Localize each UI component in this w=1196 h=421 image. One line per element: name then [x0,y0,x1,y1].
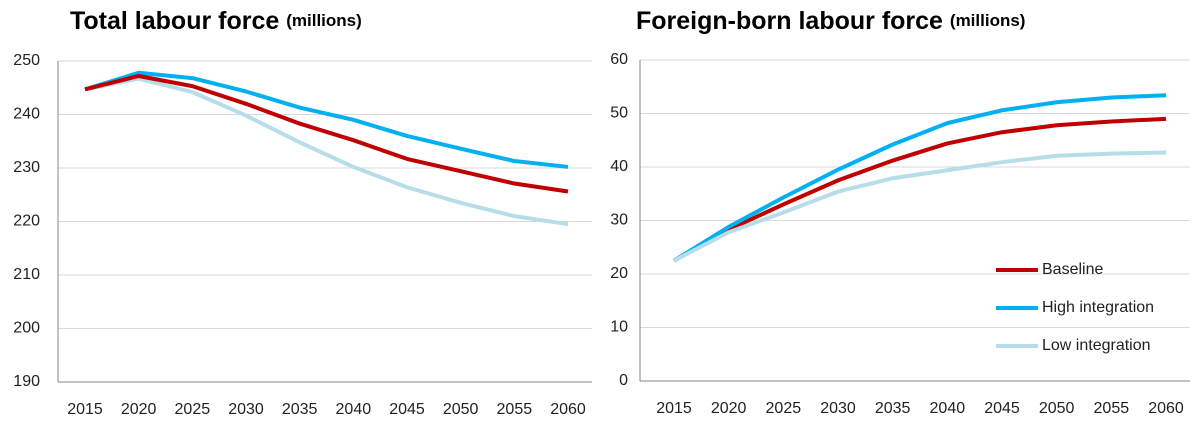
series-line [84,76,569,227]
y-tick-label: 60 [610,51,628,68]
x-tick-label: 2040 [336,401,372,418]
x-tick-label: 2025 [175,401,211,418]
x-tick-label: 2020 [711,400,747,417]
legend-label: Baseline [1042,261,1103,278]
title-main: Foreign-born labour force [636,7,943,35]
title-main: Total labour force [70,7,279,35]
x-tick-label: 2045 [984,400,1020,417]
chart-title: Foreign-born labour force (millions) [636,7,1025,35]
x-tick-label: 2050 [1039,400,1075,417]
series-line [84,70,569,169]
title-unit: (millions) [950,11,1026,30]
y-tick-label: 40 [610,158,628,175]
x-tick-label: 2060 [1148,400,1184,417]
x-tick-label: 2015 [656,400,692,417]
x-tick-label: 2050 [443,401,479,418]
legend-label: Low integration [1042,337,1151,354]
x-tick-label: 2030 [228,401,264,418]
x-tick-label: 2030 [820,400,856,417]
series-line [84,73,569,194]
y-tick-label: 200 [13,320,40,337]
series-line [672,93,1167,263]
y-tick-label: 20 [610,265,628,282]
y-tick-label: 0 [619,372,628,389]
legend-label: High integration [1042,299,1154,316]
x-tick-label: 2025 [766,400,802,417]
x-tick-label: 2060 [550,401,586,418]
y-tick-label: 190 [13,373,40,390]
x-tick-label: 2015 [67,401,103,418]
y-tick-label: 10 [610,319,628,336]
y-tick-label: 50 [610,105,628,122]
x-tick-label: 2020 [121,401,157,418]
x-tick-label: 2055 [1094,400,1130,417]
x-tick-label: 2035 [282,401,318,418]
x-tick-label: 2040 [930,400,966,417]
title-unit: (millions) [286,11,362,30]
series-line [673,150,1167,263]
y-tick-label: 210 [13,266,40,283]
y-tick-label: 230 [13,159,40,176]
x-tick-label: 2045 [389,401,425,418]
y-tick-label: 240 [13,106,40,123]
y-tick-label: 220 [13,213,40,230]
x-tick-label: 2035 [875,400,911,417]
series-line [673,116,1167,263]
x-tick-label: 2055 [497,401,533,418]
y-tick-label: 250 [13,52,40,69]
chart-title: Total labour force (millions) [70,7,362,35]
y-tick-label: 30 [610,212,628,229]
